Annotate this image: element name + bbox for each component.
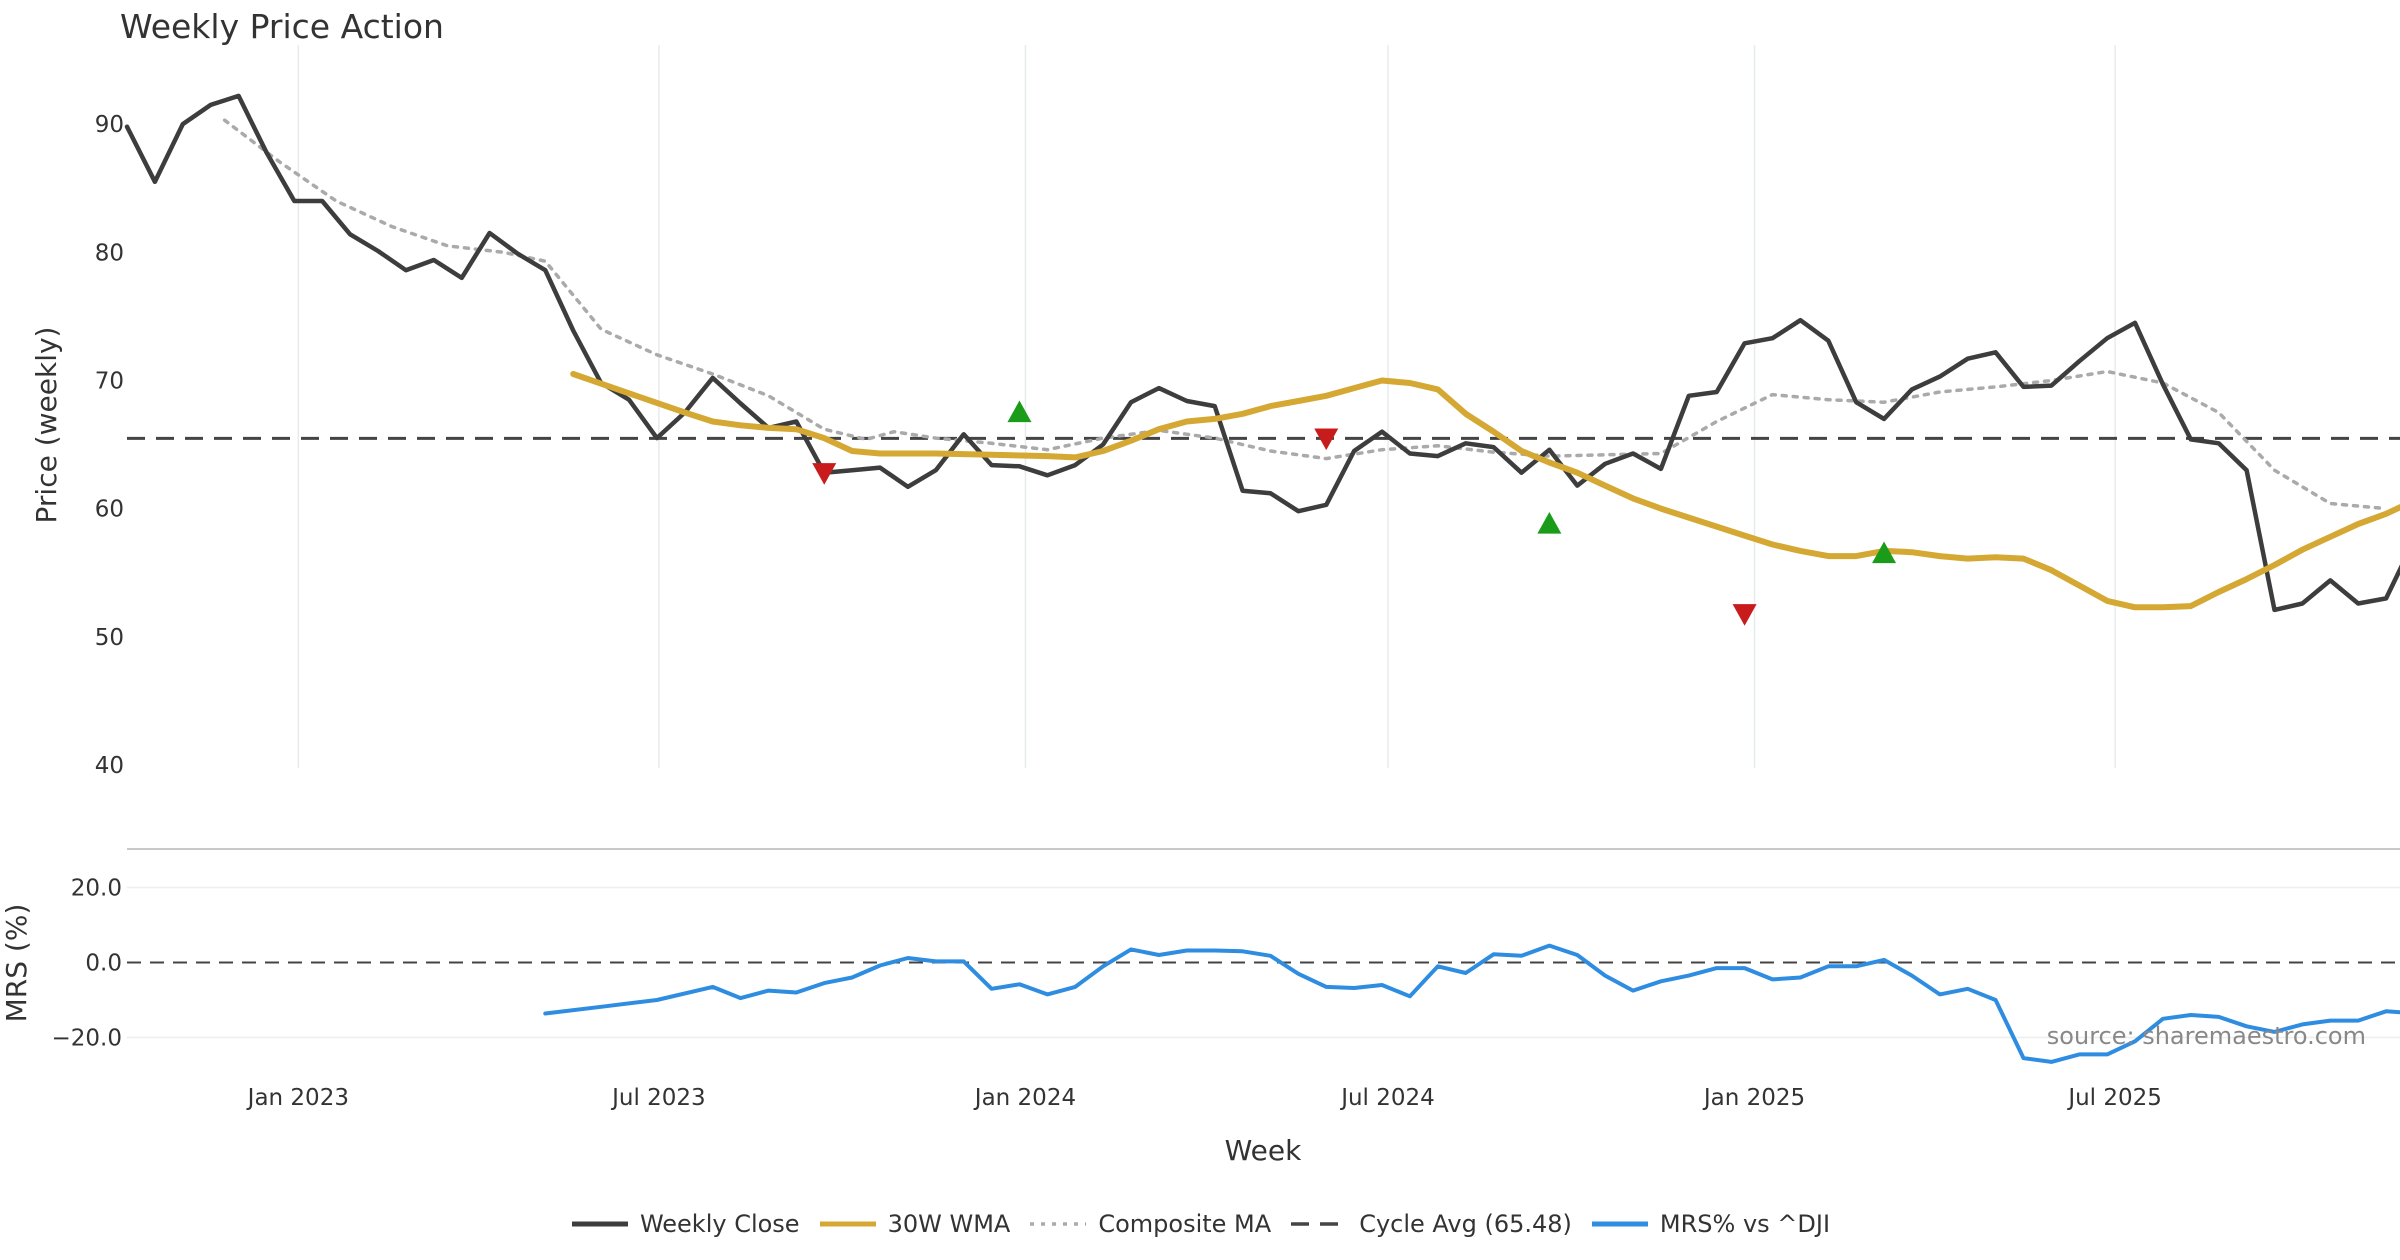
- legend-item-cycle-avg-65-48: Cycle Avg (65.48): [1289, 1210, 1572, 1238]
- mrs-panel: 20.0 0.0 −20.0 MRS (%) source: sharemaestr…: [0, 876, 2400, 1064]
- x-axis-ticks: Jan 2023 Jul 2023 Jan 2024 Jul 2024 Jan 2025…: [246, 1085, 2162, 1111]
- series-composite-ma: [222, 118, 2388, 511]
- legend-swatch: [1291, 1222, 1348, 1226]
- source-watermark: source: sharemaestro.com: [2047, 1022, 2366, 1050]
- legend-swatch: [1030, 1222, 1087, 1226]
- legend-item-30w-wma: 30W WMA: [818, 1210, 1011, 1238]
- legend-item-mrs-vs-dji: MRS% vs ^DJI: [1590, 1210, 1830, 1238]
- series-mrs-vs-dji: [543, 943, 2400, 1064]
- x-tick-label: Jan 2023: [246, 1085, 349, 1111]
- legend-label: Composite MA: [1098, 1210, 1272, 1238]
- mrs-series: [543, 943, 2400, 1064]
- x-tick-label: Jul 2025: [2066, 1085, 2162, 1111]
- price-y-tick-label: 70: [95, 368, 124, 394]
- legend: Weekly Close 30W WMA Composite MA Cycle Avg…: [0, 1210, 2400, 1238]
- buy-signal-marker: [1872, 541, 1897, 564]
- legend-label: Weekly Close: [639, 1210, 800, 1238]
- price-y-ticks: 40 50 60 70 80 90: [95, 112, 124, 779]
- price-series: [124, 93, 2400, 613]
- legend-swatch: [819, 1221, 876, 1227]
- legend-label: MRS% vs ^DJI: [1659, 1210, 1831, 1238]
- mrs-y-axis-title: MRS (%): [0, 904, 33, 1023]
- price-y-axis-title: Price (weekly): [30, 327, 63, 524]
- mrs-y-ticks: 20.0 0.0 −20.0: [52, 876, 122, 1052]
- signal-markers: [812, 400, 1897, 626]
- sell-signal-marker: [1732, 604, 1757, 626]
- price-y-tick-label: 40: [95, 753, 124, 779]
- series-30w-wma: [570, 371, 2400, 611]
- legend-label: Cycle Avg (65.48): [1359, 1210, 1572, 1238]
- price-panel: 40 50 60 70 80 90 Price (weekly): [30, 45, 2400, 779]
- price-gridlines: [297, 45, 2116, 768]
- legend-swatch: [571, 1221, 628, 1227]
- legend-item-composite-ma: Composite MA: [1028, 1210, 1271, 1238]
- buy-signal-marker: [1537, 512, 1562, 534]
- x-tick-label: Jan 2024: [973, 1085, 1076, 1111]
- x-tick-label: Jul 2024: [1339, 1085, 1435, 1111]
- mrs-gridlines: [127, 886, 2400, 1039]
- buy-signal-marker: [1007, 400, 1032, 423]
- sell-signal-marker: [1314, 428, 1339, 451]
- x-tick-label: Jan 2025: [1702, 1085, 1805, 1111]
- price-y-tick-label: 60: [95, 497, 124, 523]
- x-axis-title: Week: [1225, 1134, 1302, 1167]
- mrs-y-tick-label: 20.0: [71, 876, 122, 902]
- legend-label: 30W WMA: [887, 1210, 1011, 1238]
- mrs-y-tick-label: −20.0: [52, 1026, 122, 1052]
- legend-swatch: [1591, 1221, 1648, 1227]
- price-y-tick-label: 90: [95, 112, 124, 138]
- legend-item-weekly-close: Weekly Close: [570, 1210, 800, 1238]
- price-y-tick-label: 80: [95, 240, 124, 266]
- price-y-tick-label: 50: [95, 625, 124, 651]
- x-tick-label: Jul 2023: [610, 1085, 706, 1111]
- series-weekly-close: [124, 93, 2400, 613]
- sell-signal-marker: [812, 463, 837, 485]
- chart-title: Weekly Price Action: [120, 7, 444, 46]
- mrs-y-tick-label: 0.0: [85, 951, 122, 977]
